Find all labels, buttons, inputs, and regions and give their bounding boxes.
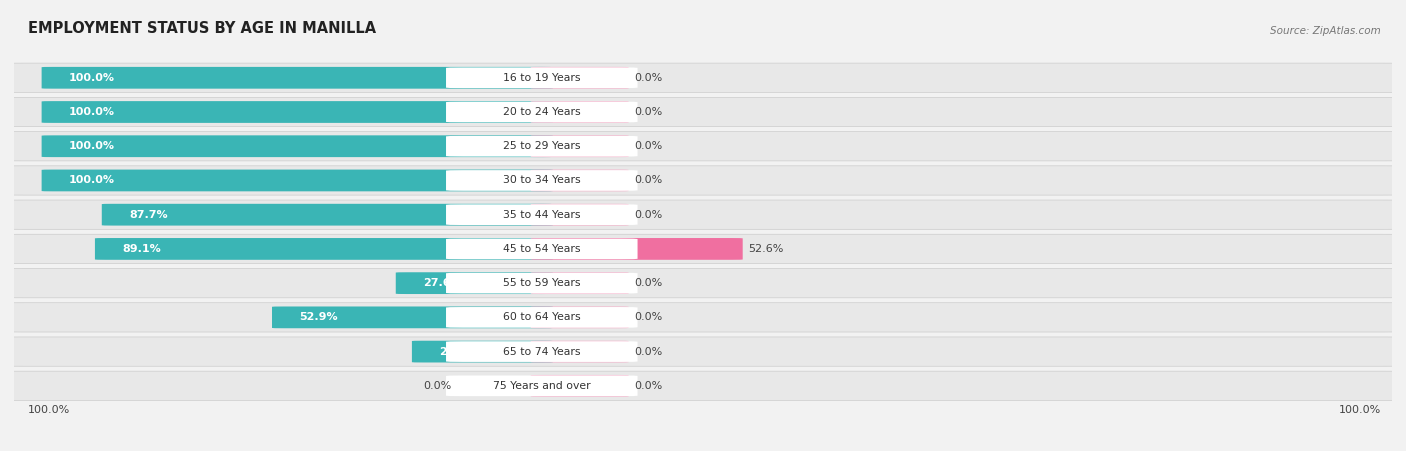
Text: 35 to 44 Years: 35 to 44 Years: [503, 210, 581, 220]
Text: 0.0%: 0.0%: [634, 210, 662, 220]
FancyBboxPatch shape: [531, 204, 628, 226]
FancyBboxPatch shape: [0, 234, 1406, 263]
FancyBboxPatch shape: [531, 170, 628, 191]
Text: 25 to 29 Years: 25 to 29 Years: [503, 141, 581, 151]
Text: 100.0%: 100.0%: [69, 175, 115, 185]
FancyBboxPatch shape: [271, 307, 553, 328]
FancyBboxPatch shape: [0, 371, 1406, 400]
FancyBboxPatch shape: [412, 341, 553, 363]
FancyBboxPatch shape: [531, 67, 628, 89]
FancyBboxPatch shape: [531, 272, 628, 294]
Text: 24.3%: 24.3%: [440, 347, 478, 357]
FancyBboxPatch shape: [531, 238, 742, 260]
FancyBboxPatch shape: [42, 101, 553, 123]
FancyBboxPatch shape: [531, 341, 628, 363]
FancyBboxPatch shape: [0, 166, 1406, 195]
FancyBboxPatch shape: [0, 97, 1406, 127]
Text: 0.0%: 0.0%: [634, 73, 662, 83]
Text: 20 to 24 Years: 20 to 24 Years: [503, 107, 581, 117]
Text: 16 to 19 Years: 16 to 19 Years: [503, 73, 581, 83]
FancyBboxPatch shape: [0, 303, 1406, 332]
Text: 0.0%: 0.0%: [634, 347, 662, 357]
FancyBboxPatch shape: [42, 67, 553, 89]
FancyBboxPatch shape: [446, 101, 637, 122]
Text: 52.9%: 52.9%: [299, 313, 339, 322]
FancyBboxPatch shape: [446, 204, 637, 225]
FancyBboxPatch shape: [446, 239, 637, 259]
FancyBboxPatch shape: [0, 337, 1406, 366]
FancyBboxPatch shape: [0, 268, 1406, 298]
FancyBboxPatch shape: [0, 63, 1406, 92]
Text: 100.0%: 100.0%: [69, 73, 115, 83]
Text: 0.0%: 0.0%: [634, 313, 662, 322]
Text: 100.0%: 100.0%: [1339, 405, 1381, 415]
Text: 100.0%: 100.0%: [28, 405, 70, 415]
Text: Source: ZipAtlas.com: Source: ZipAtlas.com: [1270, 26, 1381, 36]
FancyBboxPatch shape: [395, 272, 553, 294]
Text: 0.0%: 0.0%: [634, 278, 662, 288]
Text: 65 to 74 Years: 65 to 74 Years: [503, 347, 581, 357]
Text: 45 to 54 Years: 45 to 54 Years: [503, 244, 581, 254]
FancyBboxPatch shape: [531, 375, 628, 397]
FancyBboxPatch shape: [0, 200, 1406, 230]
FancyBboxPatch shape: [42, 135, 553, 157]
FancyBboxPatch shape: [531, 101, 628, 123]
Text: 0.0%: 0.0%: [634, 381, 662, 391]
Text: 0.0%: 0.0%: [634, 175, 662, 185]
FancyBboxPatch shape: [446, 376, 637, 396]
Text: 30 to 34 Years: 30 to 34 Years: [503, 175, 581, 185]
Text: 27.6%: 27.6%: [423, 278, 463, 288]
Text: 0.0%: 0.0%: [423, 381, 451, 391]
FancyBboxPatch shape: [531, 135, 628, 157]
FancyBboxPatch shape: [96, 238, 553, 260]
FancyBboxPatch shape: [446, 68, 637, 88]
FancyBboxPatch shape: [446, 136, 637, 156]
FancyBboxPatch shape: [446, 307, 637, 328]
Text: 100.0%: 100.0%: [69, 141, 115, 151]
FancyBboxPatch shape: [446, 341, 637, 362]
FancyBboxPatch shape: [42, 170, 553, 191]
FancyBboxPatch shape: [531, 307, 628, 328]
Text: 100.0%: 100.0%: [69, 107, 115, 117]
FancyBboxPatch shape: [446, 273, 637, 294]
Text: 55 to 59 Years: 55 to 59 Years: [503, 278, 581, 288]
FancyBboxPatch shape: [101, 204, 553, 226]
Text: 0.0%: 0.0%: [634, 107, 662, 117]
Text: 52.6%: 52.6%: [748, 244, 783, 254]
Text: 87.7%: 87.7%: [129, 210, 167, 220]
Text: EMPLOYMENT STATUS BY AGE IN MANILLA: EMPLOYMENT STATUS BY AGE IN MANILLA: [28, 21, 375, 36]
Text: 60 to 64 Years: 60 to 64 Years: [503, 313, 581, 322]
Text: 89.1%: 89.1%: [122, 244, 162, 254]
Text: 75 Years and over: 75 Years and over: [494, 381, 591, 391]
FancyBboxPatch shape: [446, 170, 637, 191]
Text: 0.0%: 0.0%: [634, 141, 662, 151]
FancyBboxPatch shape: [0, 132, 1406, 161]
